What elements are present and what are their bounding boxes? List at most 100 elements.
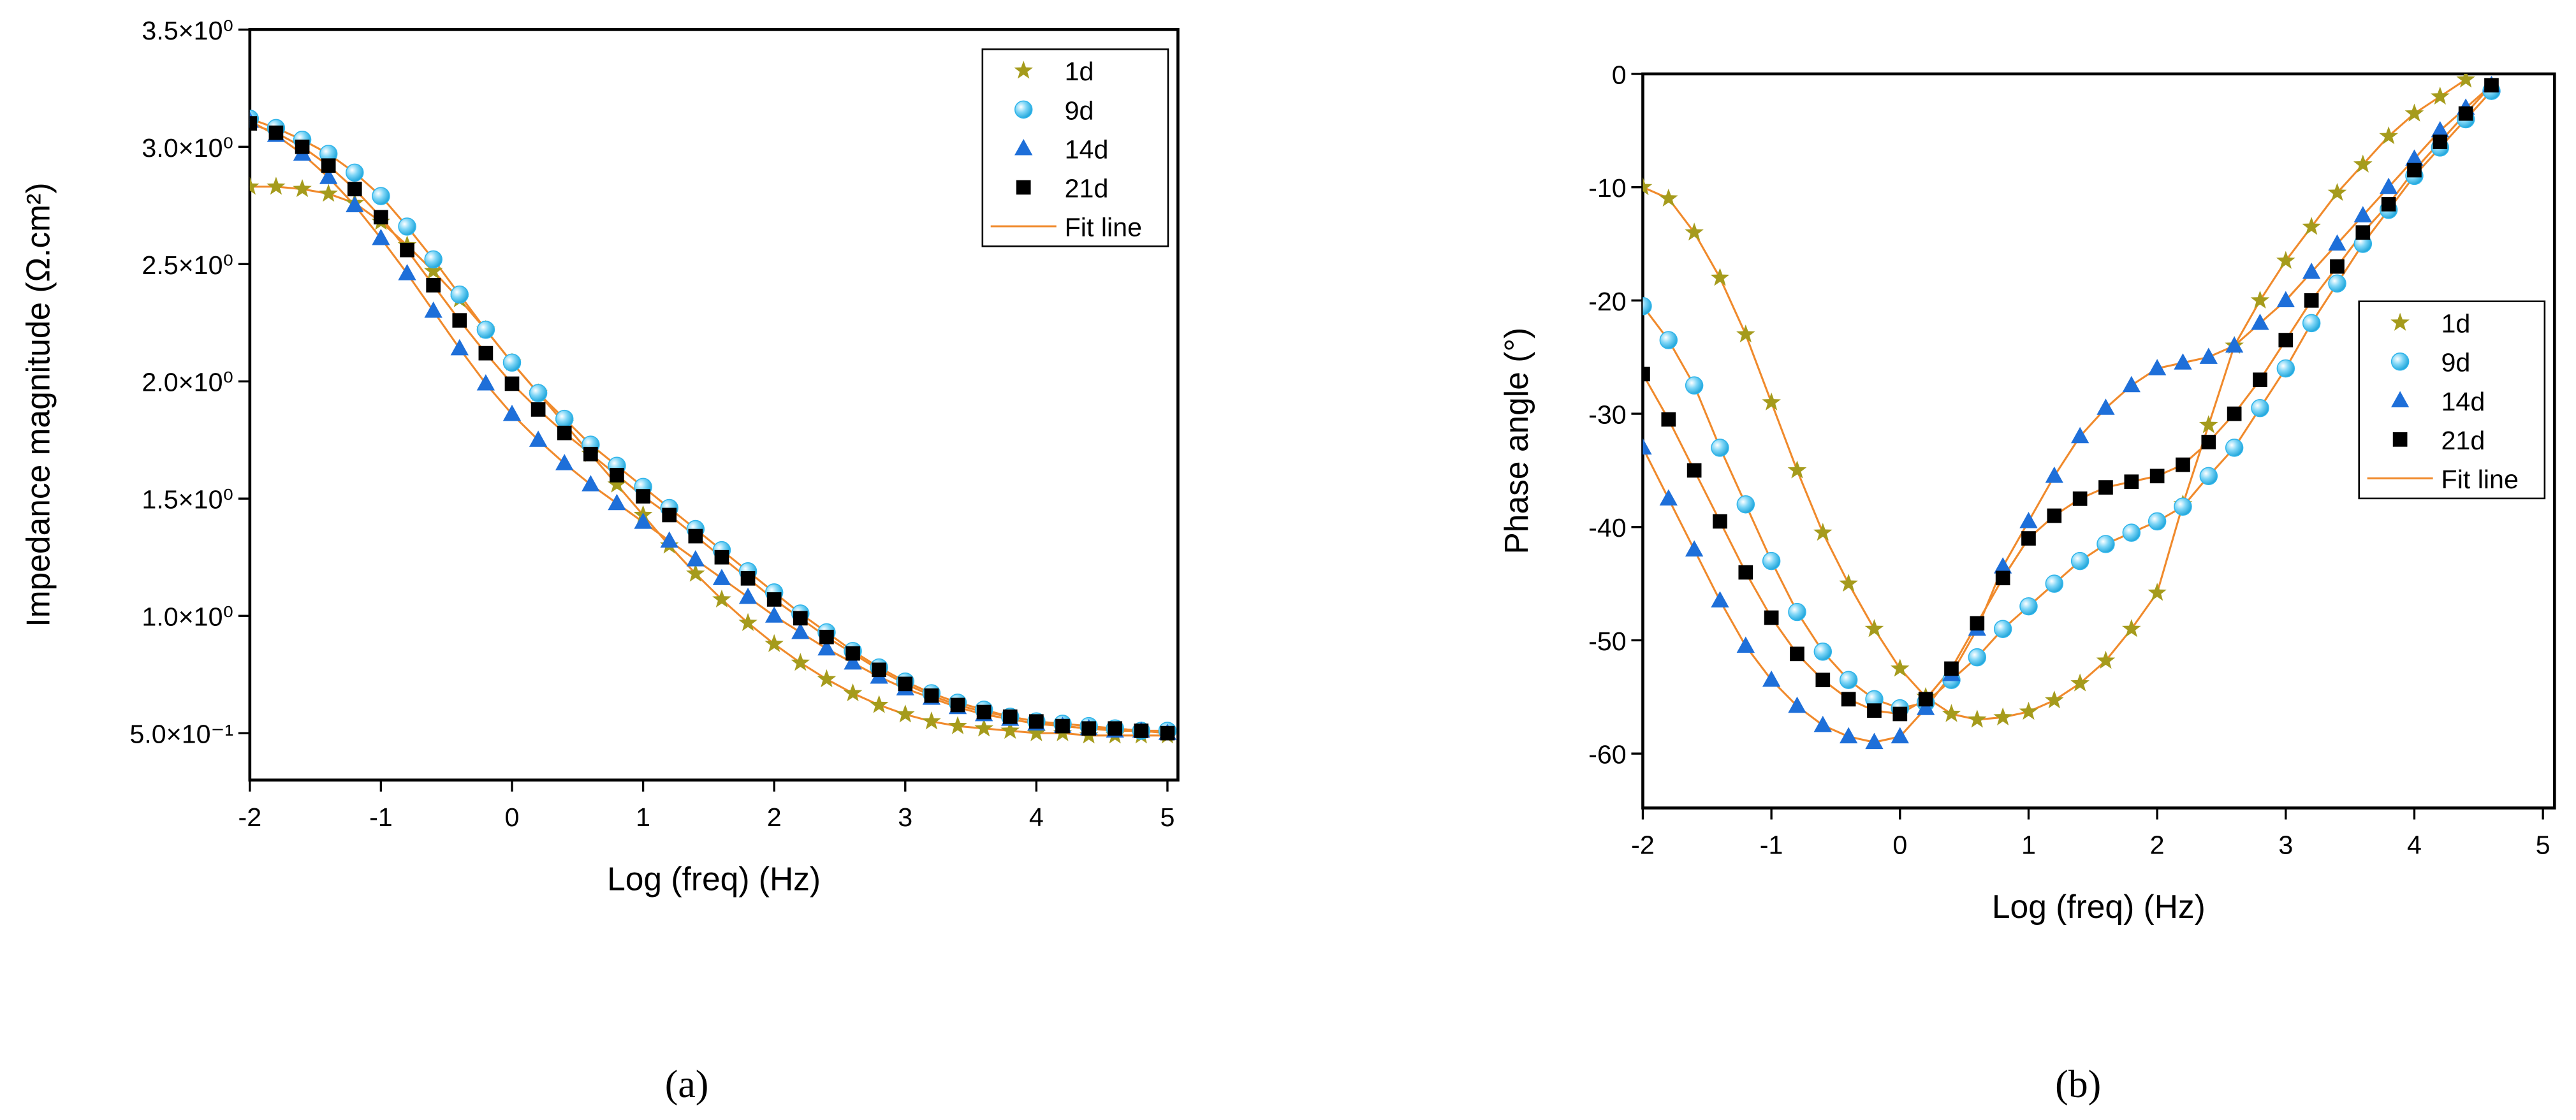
caption: (a) [665,1063,709,1106]
data-point [478,345,494,361]
data-point [2405,149,2424,166]
data-point [2121,619,2141,637]
legend: 1d 9d 14d 21d Fit line [981,48,1169,247]
data-point [1892,706,1908,722]
data-point [426,278,441,293]
data-point [1685,376,1704,395]
data-point [319,168,338,184]
data-point [608,493,626,511]
data-point [1736,495,1755,514]
x-tick-label: 2 [2150,831,2165,860]
data-point [1790,646,1804,662]
data-point [2225,336,2244,353]
y-tick-label: -10 [1588,173,1627,203]
data-point [2276,251,2295,269]
data-point [1890,658,1910,677]
data-point [267,177,286,195]
data-point [1944,661,1959,676]
data-point [374,210,388,225]
legend-label: Fit line [2441,465,2519,494]
data-point [2484,78,2499,93]
data-point [686,549,705,567]
y-axis-label: Phase angle (°) [1498,328,1535,555]
legend-marker [2392,432,2408,447]
data-point [607,474,627,493]
legend-label: 9d [2441,348,2471,377]
data-point [1813,643,1833,661]
y-tick-label: 1.5×10⁰ [142,485,233,514]
data-point [2122,523,2141,542]
data-point [660,531,678,548]
data-point [555,409,574,428]
data-point [793,611,808,626]
y-tick-label: 3.0×10⁰ [142,133,233,163]
data-point [1643,297,1652,316]
data-point [555,454,574,470]
data-point [372,228,390,245]
data-point [502,353,522,372]
data-point [293,178,312,198]
data-point [950,697,965,713]
data-point [765,634,784,652]
y-tick-label: 3.5×10⁰ [142,16,233,45]
data-point [2302,314,2321,333]
x-tick-label: 2 [767,803,782,832]
data-point [2122,375,2141,393]
data-point [2430,86,2450,105]
data-point [817,639,836,656]
data-point [2330,259,2345,274]
data-point [1736,636,1755,653]
data-point [1839,727,1858,744]
data-point [2253,372,2267,388]
x-tick-label: 4 [2407,831,2422,860]
data-point [1865,732,1884,750]
data-point [1685,222,1704,241]
data-point [2225,439,2244,457]
data-point [1108,721,1123,736]
data-point [1055,718,1070,734]
data-point [2431,120,2449,138]
x-tick-label: 5 [1160,803,1175,832]
data-point [2379,126,2398,145]
x-tick-label: 0 [1892,831,1907,860]
chart: -2 -1 0 1 2 3 4 5 5.0×10⁻¹ 1.0×10⁰ 1.5×10⁰ 2.0×10⁰ 2… [20,16,1180,897]
data-point [2328,234,2346,251]
data-point [2456,73,2475,88]
data-point [895,704,915,723]
data-point [1764,610,1779,625]
plot-frame [248,28,1180,782]
legend-label: Fit line [1065,212,1142,242]
data-point [2019,597,2038,616]
data-point [398,217,416,236]
data-point [845,646,860,661]
data-point [2304,293,2319,308]
legend-label: 9d [1065,96,1094,125]
data-point [688,528,703,544]
data-point [1967,709,1987,728]
data-point [2148,583,2167,601]
fit-line [249,185,1167,737]
data-point [791,653,810,671]
data-point [450,285,469,304]
plot-area [249,109,1177,744]
x-tick-label: 0 [505,803,520,832]
data-point [2250,290,2270,309]
data-point [476,374,495,391]
data-point [423,261,443,279]
data-point [948,716,967,734]
data-point [2124,474,2139,490]
data-point [557,425,572,440]
x-tick-label: -1 [369,803,393,832]
data-point [529,430,548,447]
data-point [476,321,495,339]
data-point [819,629,834,644]
data-point [2019,512,2038,528]
data-point [452,313,467,328]
x-tick-label: 3 [2278,831,2293,860]
data-point [634,513,652,529]
data-point [844,653,862,670]
data-point [1839,574,1858,592]
data-point [2097,535,2115,553]
y-tick-label: 1.0×10⁰ [142,602,233,632]
